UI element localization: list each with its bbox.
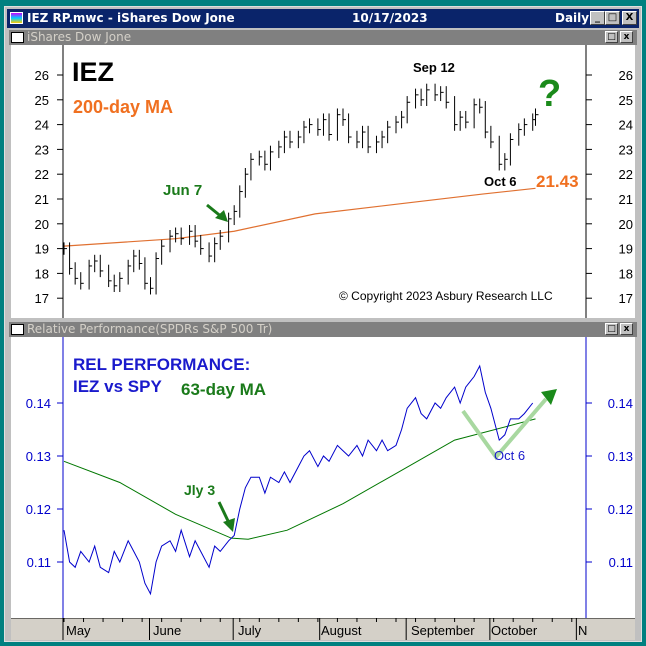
rel-chart-svg: 0.11 0.11 0.12 0.12 0.13 0.13 0.14 0.14 — [26, 337, 633, 618]
rel-heading-1: REL PERFORMANCE: — [73, 355, 251, 374]
rel-pane-title: Relative Performance(SPDRs S&P 500 Tr) — [27, 322, 273, 336]
ma-value-label: 21.43 — [536, 172, 579, 191]
y-tick-label-left: 22 — [35, 167, 49, 182]
ma-label: 200-day MA — [73, 97, 174, 117]
y-tick-label-right: 20 — [619, 217, 633, 232]
oct6-rel-label: Oct 6 — [494, 448, 526, 463]
copyright: © Copyright 2023 Asbury Research LLC — [339, 289, 553, 303]
y-tick-label-left: 19 — [35, 242, 49, 257]
y-tick-label-right: 0.12 — [608, 502, 633, 517]
jly3-label: Jly 3 — [184, 482, 216, 498]
jly3-arrow-shaft — [217, 501, 231, 524]
price-chart: 17 17 18 18 19 19 20 20 21 21 22 22 23 23 24 24 25 25 26 26… — [11, 45, 635, 318]
ma63-line — [63, 418, 536, 540]
y-tick-label-right: 0.11 — [609, 555, 633, 570]
y-tick-label-left: 0.13 — [26, 449, 51, 464]
window-title: IEZ RP.mwc - iShares Dow Jone — [27, 11, 235, 25]
ma200-line — [63, 187, 536, 247]
y-tick-label-left: 23 — [35, 142, 49, 157]
y-tick-label-right: 17 — [619, 291, 633, 306]
y-tick-label-right: 21 — [619, 192, 633, 207]
y-tick-label-right: 18 — [619, 266, 633, 281]
y-tick-label-left: 18 — [35, 266, 49, 281]
y-tick-label-right: 22 — [619, 167, 633, 182]
oct6-label: Oct 6 — [484, 174, 517, 189]
y-tick-label-left: 26 — [35, 68, 49, 83]
pane-restore-button[interactable]: □ — [605, 31, 618, 43]
pane-close-button[interactable]: x — [620, 323, 633, 335]
y-tick-label-right: 19 — [619, 242, 633, 257]
month-june: June — [153, 623, 182, 638]
y-tick-label-left: 20 — [35, 217, 49, 232]
app-icon — [10, 12, 23, 24]
date-axis: May June July August September October N — [11, 618, 635, 640]
y-tick-label-left: 24 — [35, 118, 49, 133]
window-date: 10/17/2023 — [352, 11, 428, 25]
jun7-arrow-head — [215, 210, 228, 222]
v-arrow-head — [541, 389, 557, 405]
price-pane-title: iShares Dow Jone — [27, 30, 132, 44]
y-tick-label-left: 0.14 — [26, 396, 51, 411]
y-tick-label-right: 25 — [619, 93, 633, 108]
rel-perf-line — [63, 364, 534, 596]
rel-pane-title-bar: Relative Performance(SPDRs S&P 500 Tr) □… — [9, 322, 637, 337]
pane-close-button[interactable]: x — [620, 31, 633, 43]
question-mark: ? — [538, 73, 562, 115]
month-november: N — [578, 623, 588, 638]
price-pane-title-bar: iShares Dow Jone □ x — [9, 30, 637, 45]
date-axis-ticks — [11, 618, 635, 640]
period-label[interactable]: Daily — [555, 11, 590, 25]
y-tick-label-right: 26 — [619, 68, 633, 83]
y-tick-label-right: 24 — [619, 118, 633, 133]
close-button[interactable]: X — [622, 11, 637, 25]
month-august: August — [321, 623, 362, 638]
y-tick-label-left: 0.12 — [26, 502, 51, 517]
v-bottom-arrow — [461, 397, 548, 461]
month-october: October — [491, 623, 538, 638]
month-september: September — [411, 623, 475, 638]
ma63-label: 63-day MA — [181, 380, 267, 399]
title-bar: IEZ RP.mwc - iShares Dow Jone 10/17/2023… — [7, 9, 639, 28]
pane-icon — [11, 324, 24, 335]
minimize-button[interactable]: _ — [590, 11, 605, 25]
month-may: May — [66, 623, 91, 638]
ticker-label: IEZ — [72, 57, 115, 87]
maximize-button[interactable]: □ — [605, 11, 620, 25]
rel-chart: 0.11 0.11 0.12 0.12 0.13 0.13 0.14 0.14 REL PER… — [11, 337, 635, 618]
month-july: July — [238, 623, 262, 638]
pane-icon — [11, 32, 24, 43]
price-chart-svg: 17 17 18 18 19 19 20 20 21 21 22 22 23 23 24 24 25 25 26 26 — [35, 45, 633, 318]
y-tick-label-left: 17 — [35, 291, 49, 306]
y-tick-label-left: 25 — [35, 93, 49, 108]
y-tick-label-right: 23 — [619, 142, 633, 157]
y-tick-label-right: 0.13 — [608, 449, 633, 464]
y-tick-label-left: 0.11 — [27, 555, 51, 570]
y-tick-label-left: 21 — [35, 192, 49, 207]
jly3-arrow-head — [223, 518, 235, 532]
rel-heading-2: IEZ vs SPY — [73, 377, 162, 396]
jun7-label: Jun 7 — [163, 182, 203, 199]
y-tick-label-right: 0.14 — [608, 396, 633, 411]
pane-restore-button[interactable]: □ — [605, 323, 618, 335]
peak-label: Sep 12 — [413, 60, 455, 75]
